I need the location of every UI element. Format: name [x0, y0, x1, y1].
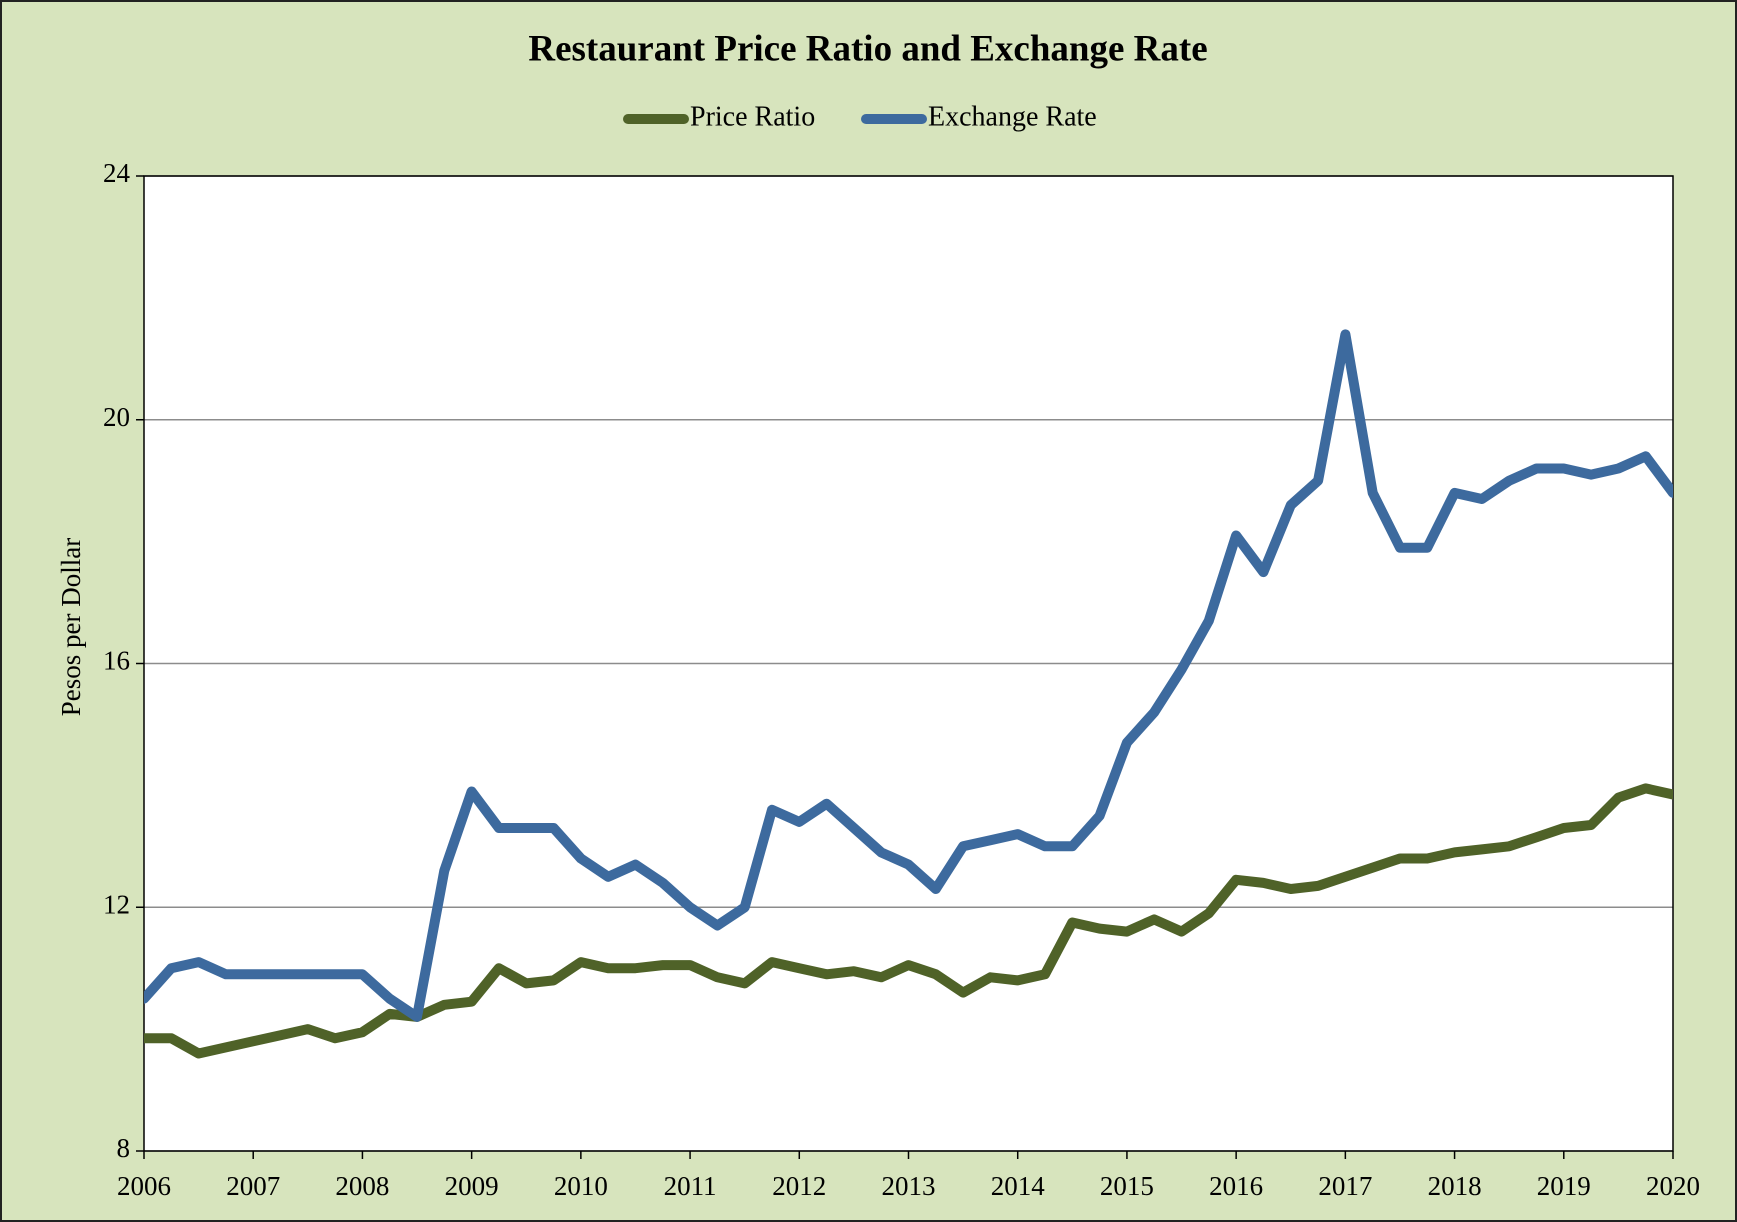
x-tick-label: 2018: [1428, 1171, 1482, 1201]
x-tick-label: 2017: [1318, 1171, 1372, 1201]
y-tick-label: 20: [103, 402, 130, 432]
x-tick-label: 2016: [1209, 1171, 1263, 1201]
x-tick-label: 2006: [117, 1171, 171, 1201]
plot-border: [143, 175, 1674, 1152]
x-tick-label: 2020: [1646, 1171, 1700, 1201]
y-tick-label: 16: [103, 646, 130, 676]
y-tick-label: 8: [117, 1133, 131, 1163]
x-tick-label: 2019: [1537, 1171, 1591, 1201]
legend-label: Exchange Rate: [928, 101, 1097, 132]
x-tick-label: 2013: [882, 1171, 936, 1201]
x-tick-label: 2008: [335, 1171, 389, 1201]
x-tick-label: 2009: [445, 1171, 499, 1201]
x-tick-label: 2015: [1100, 1171, 1154, 1201]
y-axis-label: Pesos per Dollar: [56, 538, 86, 716]
series-line: [144, 783, 1673, 1059]
x-tick-label: 2007: [226, 1171, 280, 1201]
legend-label: Price Ratio: [690, 101, 815, 132]
x-tick-label: 2010: [554, 1171, 608, 1201]
y-tick-label: 12: [103, 889, 130, 919]
x-tick-label: 2014: [991, 1171, 1046, 1201]
x-tick-label: 2011: [664, 1171, 717, 1201]
chart-title: Restaurant Price Ratio and Exchange Rate: [528, 28, 1207, 69]
x-tick-label: 2012: [772, 1171, 826, 1201]
y-tick-label: 24: [103, 158, 131, 188]
series-line: [144, 329, 1673, 1022]
